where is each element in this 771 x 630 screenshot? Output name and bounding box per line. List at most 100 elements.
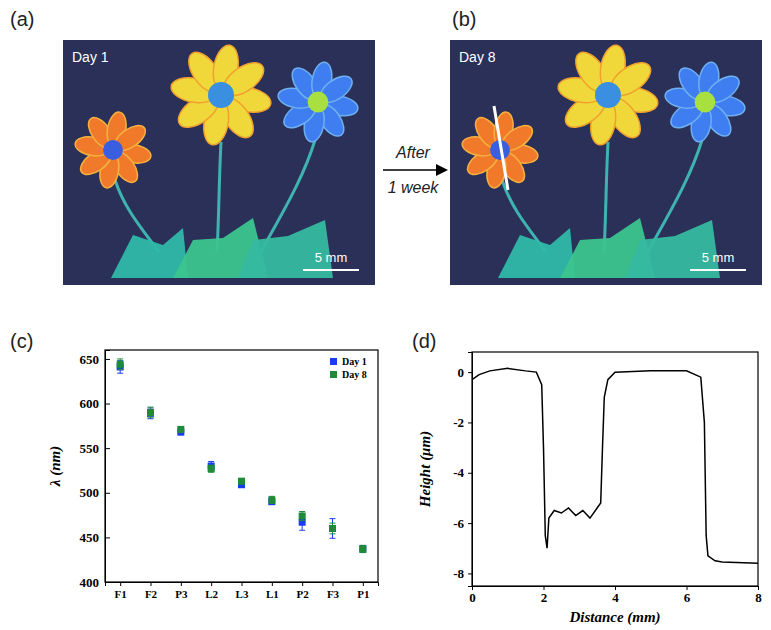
tick: 500 (80, 485, 111, 500)
tick: P1 (357, 582, 369, 600)
chart: 400450500550600650F1F2P3L2L3L1P2F3P1λ (n… (47, 350, 379, 600)
error-bar (117, 361, 123, 373)
panel-label: (a) (10, 8, 34, 30)
tick-label: 600 (80, 396, 100, 411)
photo-caption: Day 8 (459, 49, 496, 65)
tick-label: 8 (755, 590, 762, 605)
leaf (498, 228, 575, 278)
error-bar (299, 512, 305, 521)
tick-label: P3 (175, 588, 188, 600)
arrow-shaft (383, 169, 440, 171)
marker (208, 465, 215, 472)
tick: 6 (684, 586, 691, 605)
tick-label: 0 (469, 590, 476, 605)
tick-mark (468, 523, 472, 524)
panel-label: (c) (10, 330, 33, 352)
tick: -2 (453, 415, 472, 430)
tick-mark (468, 573, 472, 574)
photo-background (450, 40, 762, 285)
flower (74, 111, 153, 190)
axis-line (106, 583, 379, 587)
tick-label: 0 (458, 365, 465, 380)
axis: F1F2P3L2L3L1P2F3P1 (106, 582, 379, 600)
tick: 8 (755, 586, 762, 605)
tick-mark (211, 582, 212, 586)
flower (169, 43, 273, 147)
plot-frame (472, 352, 758, 586)
tick: P3 (175, 582, 188, 600)
marker (147, 409, 154, 416)
tick-mark (242, 582, 243, 586)
tick-mark (468, 422, 472, 423)
error-bar (330, 523, 336, 534)
error-bar (148, 407, 154, 418)
marker (238, 478, 245, 485)
plot-area (117, 359, 367, 553)
tick-mark (105, 537, 110, 538)
error-bar (360, 545, 366, 552)
flower (277, 61, 360, 144)
legend-label: Day 8 (342, 369, 367, 380)
error-bar (148, 408, 154, 419)
tick-label: L3 (236, 588, 249, 600)
photo: Day 8 5 mm (450, 40, 762, 285)
error-bar (117, 359, 123, 370)
tick: -4 (453, 465, 472, 480)
flower-center (308, 92, 329, 113)
tick: 0 (469, 586, 476, 605)
tick-mark (105, 404, 110, 405)
error-bar (269, 496, 275, 503)
marker (177, 426, 184, 433)
tick-label: -2 (453, 415, 464, 430)
tick-mark (468, 473, 472, 474)
flower-center (103, 140, 123, 160)
chart: -8-6-4-2002468Height (μm)Distance (mm) (417, 352, 762, 626)
tick-label: -8 (453, 566, 464, 581)
marker (299, 512, 306, 519)
tick: 450 (80, 530, 111, 545)
flower-center (208, 82, 234, 108)
tick: L1 (266, 582, 279, 600)
photo: Day 1 5 mm (63, 40, 375, 285)
tick: F1 (115, 582, 127, 600)
photo-caption: Day 1 (72, 49, 109, 65)
axis: 0 2 4 6 8 (469, 586, 762, 605)
scale-bar-label: 5 mm (702, 250, 735, 265)
tick: F3 (327, 582, 340, 600)
tick-mark (181, 582, 182, 586)
tick-label: -4 (453, 465, 464, 480)
panel-label: (b) (452, 8, 476, 30)
series (117, 361, 367, 553)
marker (268, 496, 275, 503)
tick-label: 400 (80, 575, 100, 590)
tick-mark (151, 582, 152, 586)
scale-bar (303, 269, 359, 271)
tick-mark (120, 582, 121, 586)
tick: 0 (458, 365, 473, 380)
axis-title: Height (μm) (417, 431, 434, 508)
scale-bar-label: 5 mm (315, 250, 348, 265)
tick-mark (272, 582, 273, 586)
tick-mark (105, 359, 110, 360)
error-bar (208, 465, 214, 472)
tick-mark (363, 582, 364, 586)
tick: 4 (612, 586, 619, 605)
legend: Day 1Day 8 (330, 356, 367, 380)
tick: 2 (541, 586, 548, 605)
legend-swatch (330, 371, 337, 378)
flower-center (595, 82, 621, 108)
error-bar (239, 478, 245, 483)
tick-label: 2 (541, 590, 548, 605)
marker (117, 361, 124, 368)
stem (217, 142, 221, 252)
profile-line (472, 368, 758, 563)
error-bar (330, 519, 336, 539)
marker (329, 525, 336, 532)
flower (664, 61, 747, 144)
tick: L2 (205, 582, 218, 600)
tick-mark (105, 493, 110, 494)
error-bar (178, 427, 184, 432)
leaf (111, 228, 188, 278)
flower-center (695, 92, 716, 113)
tick: 650 (80, 352, 111, 367)
